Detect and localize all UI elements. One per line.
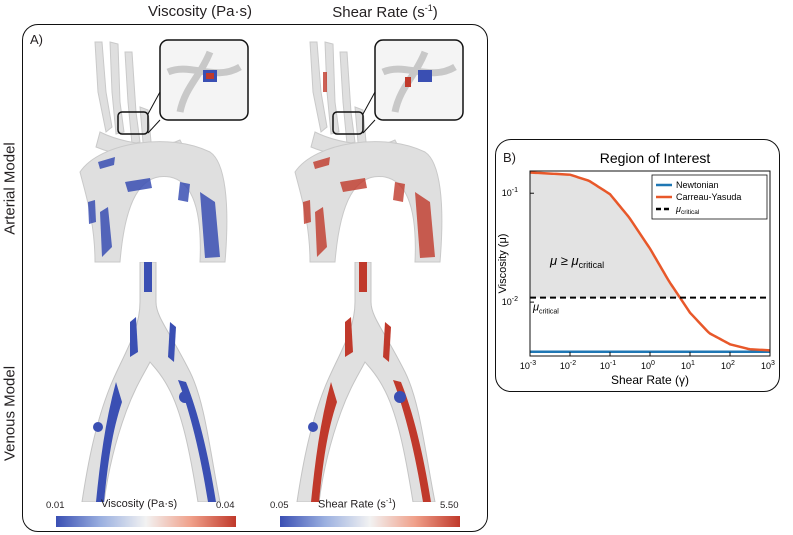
legend-label: Carreau-Yasuda xyxy=(676,192,741,202)
venous-shear-rate-model xyxy=(296,262,436,502)
shear-rate-colorbar-gradient xyxy=(280,516,460,527)
x-tick-label: 10-1 xyxy=(600,360,616,371)
x-tick-label: 101 xyxy=(681,360,695,371)
viscosity-shear-rate-chart: Region of Interest 10-3 10-2 10-1 100 101 102… xyxy=(497,150,775,387)
viscosity-colorbar-max: 0.04 xyxy=(216,500,235,511)
shear-rate-colorbar-title-sup: -1 xyxy=(385,498,393,505)
y-tick-label: 10-2 xyxy=(502,296,518,307)
legend-box xyxy=(651,174,768,220)
legend-label: Newtonian xyxy=(676,180,719,190)
arterial-row-label: Arterial Model xyxy=(1,142,19,235)
x-tick-label: 102 xyxy=(721,360,735,371)
shear-rate-colorbar-title-close: ) xyxy=(392,498,396,511)
panel-b xyxy=(495,139,780,392)
x-axis-label: Shear Rate (γ) xyxy=(611,373,689,387)
viscosity-colorbar: 0.01 Viscosity (Pa·s) 0.04 xyxy=(46,498,246,530)
shear-rate-colorbar-min: 0.05 xyxy=(270,500,289,511)
chart-title: Region of Interest xyxy=(600,150,711,166)
critical-shaded-region xyxy=(530,172,680,298)
venous-viscosity-model xyxy=(81,262,221,502)
arterial-shear-rate-model xyxy=(294,39,464,263)
shear-rate-colorbar-title: Shear Rate (s-1) xyxy=(318,498,396,511)
x-tick-label: 10-3 xyxy=(520,360,536,371)
venous-row-label: Venous Model xyxy=(1,365,19,462)
shear-rate-title-text: Shear Rate (s xyxy=(332,4,425,21)
series-line-carreau-yasuda xyxy=(529,171,771,352)
viscosity-colorbar-gradient xyxy=(56,516,236,527)
annotation-critical-label: μcritical xyxy=(532,302,559,316)
x-tick-label: 103 xyxy=(761,360,775,371)
x-tick-label: 10-2 xyxy=(560,360,576,371)
shear-rate-title-close: ) xyxy=(432,4,438,21)
shear-rate-colorbar-title-text: Shear Rate (s xyxy=(318,498,386,511)
viscosity-colorbar-title: Viscosity (Pa·s) xyxy=(101,498,178,510)
shear-rate-colorbar: 0.05 Shear Rate (s-1) 5.50 xyxy=(270,498,470,530)
y-axis-label: Viscosity (μ) xyxy=(497,234,509,294)
panel-a-label: A) xyxy=(30,32,43,47)
panel-b-label: B) xyxy=(503,150,516,165)
panel-a xyxy=(22,24,488,532)
shear-rate-title-sup: -1 xyxy=(424,3,433,13)
arterial-viscosity-model xyxy=(79,39,249,263)
shear-rate-colorbar-max: 5.50 xyxy=(440,500,459,511)
x-tick-label: 100 xyxy=(641,360,655,371)
y-tick-label: 10-1 xyxy=(502,187,518,198)
shear-rate-column-title: Shear Rate (s-1) xyxy=(285,3,485,21)
viscosity-column-title: Viscosity (Pa·s) xyxy=(148,3,252,20)
viscosity-colorbar-min: 0.01 xyxy=(46,500,65,511)
